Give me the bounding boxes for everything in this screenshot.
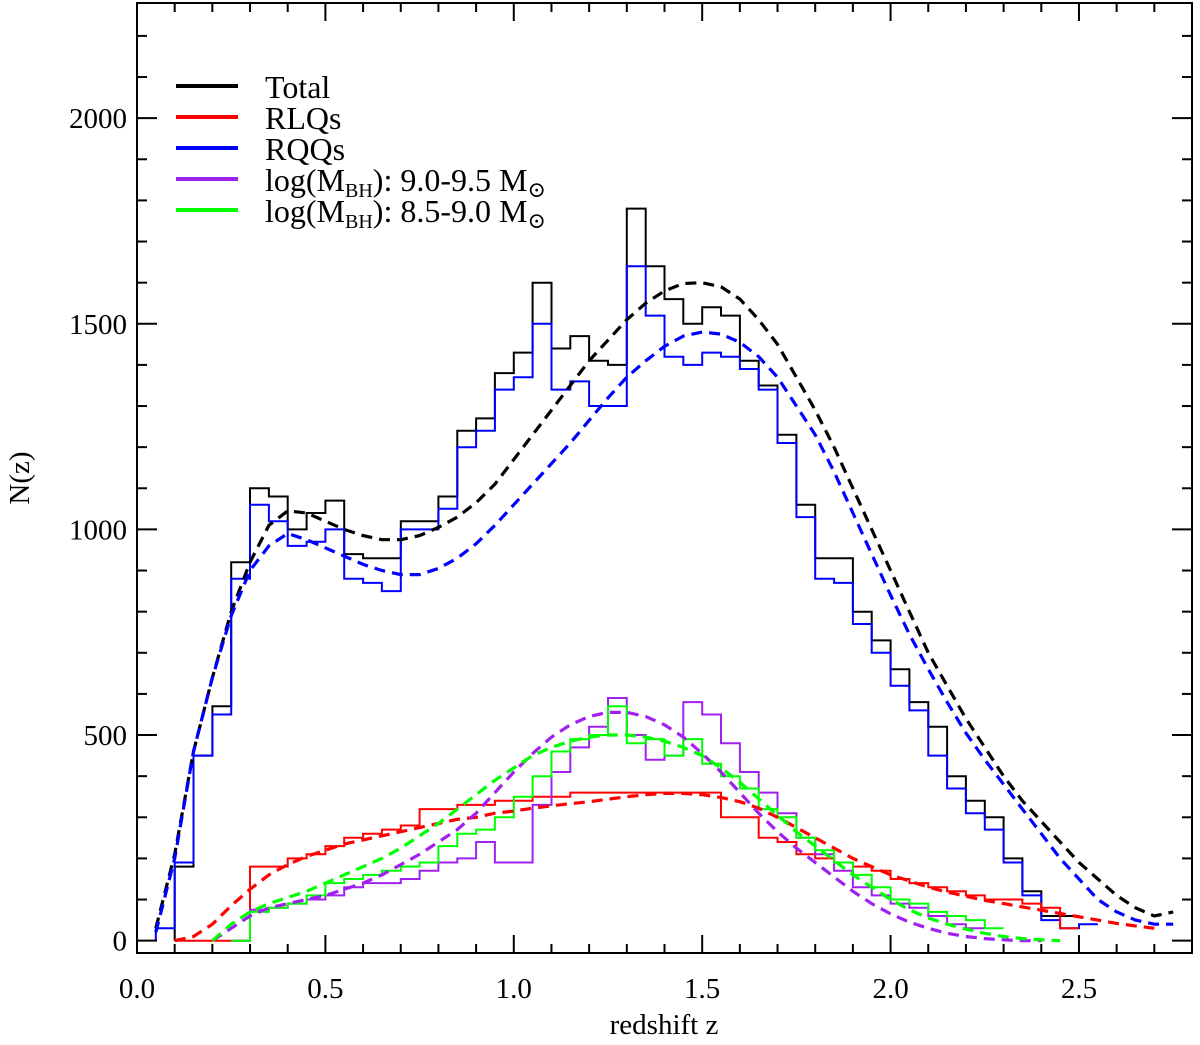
x-tick-label: 2.0 (872, 973, 908, 1005)
mbh_high-histogram (231, 697, 985, 942)
x-tick-label: 0.0 (119, 973, 155, 1005)
y-tick-label: 500 (84, 720, 128, 752)
legend-label-total: Total (265, 69, 330, 105)
y-tick-label: 1000 (69, 514, 127, 546)
rqq-fit-curve (154, 330, 1174, 933)
rqq-histogram (154, 265, 1098, 941)
y-axis-label: N(z) (4, 451, 36, 504)
mbh_low-fit-curve (211, 733, 1061, 943)
legend-label-mbh_high: log(MBH): 9.0-9.5 M⊙ (265, 162, 546, 202)
x-axis-label: redshift z (610, 1009, 719, 1040)
rlq-histogram (174, 791, 1079, 942)
legend-label-mbh_low: log(MBH): 8.5-9.0 M⊙ (265, 193, 546, 233)
legend-label-rlq: RLQs (265, 100, 341, 136)
x-tick-label: 0.5 (307, 973, 343, 1005)
y-tick-label: 2000 (69, 103, 127, 135)
x-tick-label: 1.5 (684, 973, 720, 1005)
mbh_high-fit-curve (211, 710, 1042, 943)
axis-ticks: 0.0 0.5 1.0 1.5 2.0 2.5 0 500 1000 1500 2000 (69, 3, 1192, 1005)
rlq-fit-curve (174, 791, 1155, 943)
total-fit-curve (154, 281, 1174, 929)
y-tick-label: 1500 (69, 309, 127, 341)
x-tick-label: 1.0 (496, 973, 532, 1005)
y-tick-label: 0 (113, 926, 128, 958)
mbh_low-histogram (231, 705, 1004, 942)
series-layer (154, 207, 1174, 943)
x-tick-label: 2.5 (1061, 973, 1097, 1005)
legend-label-rqq: RQQs (265, 131, 345, 167)
